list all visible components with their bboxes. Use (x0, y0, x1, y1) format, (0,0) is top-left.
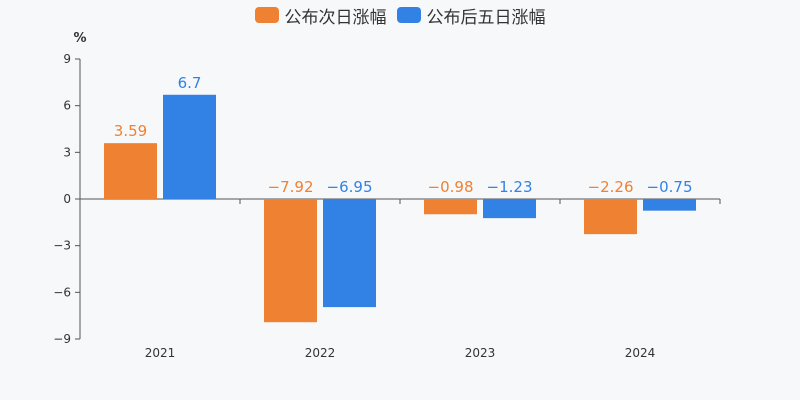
y-tick-label-0: 9 (63, 52, 71, 66)
data-label-series0-2022: −7.92 (268, 178, 314, 196)
y-axis-unit-label: % (73, 31, 86, 46)
legend-label-series-1: 公布后五日涨幅 (426, 7, 546, 28)
y-tick-label-5: −6 (53, 285, 71, 299)
y-tick-label-3: 0 (63, 192, 71, 206)
y-tick-label-2: 3 (63, 145, 71, 159)
bar-series0-2023 (424, 199, 477, 215)
y-tick-label-4: −3 (53, 239, 71, 253)
data-label-series0-2024: −2.26 (588, 178, 634, 196)
data-label-series1-2023: −1.23 (487, 178, 533, 196)
data-label-series0-2023: −0.98 (428, 178, 474, 196)
bar-series1-2023 (483, 199, 536, 219)
x-tick-label-2022: 2022 (305, 346, 336, 360)
legend: 公布次日涨幅 公布后五日涨幅 (0, 4, 800, 28)
x-tick-label-2021: 2021 (145, 346, 176, 360)
bar-series1-2021 (163, 94, 216, 199)
legend-swatch-series-0 (254, 7, 279, 23)
bar-series1-2024 (643, 199, 696, 211)
y-tick-label-6: −9 (53, 332, 71, 346)
data-label-series1-2022: −6.95 (327, 178, 373, 196)
data-label-series0-2021: 3.59 (114, 122, 147, 140)
bar-series0-2021 (104, 143, 157, 199)
x-tick-label-2023: 2023 (465, 346, 496, 360)
bar-series1-2022 (323, 199, 376, 308)
bar-series0-2022 (264, 199, 317, 323)
data-label-series1-2024: −0.75 (647, 178, 693, 196)
legend-item-series-0[interactable]: 公布次日涨幅 (254, 4, 387, 28)
legend-swatch-series-1 (396, 7, 421, 23)
legend-label-series-0: 公布次日涨幅 (284, 7, 387, 28)
x-tick-label-2024: 2024 (625, 346, 656, 360)
bar-series0-2024 (584, 199, 637, 235)
data-label-series1-2021: 6.7 (178, 74, 202, 92)
legend-item-series-1[interactable]: 公布后五日涨幅 (396, 4, 546, 28)
y-tick-label-1: 6 (63, 99, 71, 113)
